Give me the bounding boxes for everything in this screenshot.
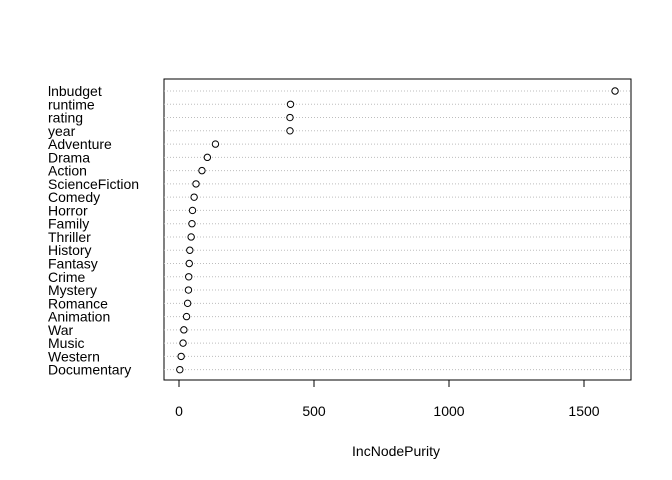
category-label: lnbudget xyxy=(48,83,102,99)
category-label: Comedy xyxy=(48,189,100,205)
x-tick-label: 1500 xyxy=(568,403,599,419)
category-label: rating xyxy=(48,110,83,126)
data-point xyxy=(211,140,220,148)
category-label: ScienceFiction xyxy=(48,176,139,192)
data-point xyxy=(184,286,193,294)
x-axis: 0 500 1000 1500 xyxy=(175,379,600,419)
category-label: Music xyxy=(48,335,85,351)
data-point xyxy=(186,246,194,254)
category-label: Action xyxy=(48,163,87,179)
data-point xyxy=(203,153,212,162)
data-point xyxy=(188,220,196,228)
x-tick-label: 0 xyxy=(175,403,183,419)
data-point xyxy=(286,100,295,108)
category-label: Fantasy xyxy=(48,256,98,272)
category-label: Horror xyxy=(48,202,88,218)
plot-frame xyxy=(163,78,632,381)
data-point xyxy=(183,299,192,308)
data-point xyxy=(182,312,191,321)
x-tick-label: 1000 xyxy=(433,403,464,419)
category-label: Drama xyxy=(48,149,90,165)
data-points xyxy=(176,87,619,374)
data-point xyxy=(180,326,188,334)
x-tick-label: 500 xyxy=(302,403,326,419)
category-label: Western xyxy=(48,348,100,364)
data-point xyxy=(198,166,206,175)
category-label: Documentary xyxy=(48,362,131,378)
data-point xyxy=(185,259,193,268)
data-point xyxy=(286,127,294,135)
data-point xyxy=(177,352,185,361)
category-labels: lnbudgetruntimeratingyearAdventureDramaA… xyxy=(48,83,139,378)
data-point xyxy=(611,87,619,95)
data-point xyxy=(185,273,193,281)
x-axis-title: IncNodePurity xyxy=(352,443,440,459)
category-label: History xyxy=(48,242,92,258)
category-label: Thriller xyxy=(48,229,91,245)
category-label: Adventure xyxy=(48,136,112,152)
grid-lines xyxy=(164,90,631,371)
category-label: Romance xyxy=(48,295,108,311)
data-point xyxy=(188,206,197,215)
data-point xyxy=(176,365,184,374)
category-label: year xyxy=(48,123,76,139)
data-point xyxy=(187,233,195,241)
category-label: Mystery xyxy=(48,282,97,298)
data-point xyxy=(286,113,294,122)
data-point xyxy=(179,339,187,347)
data-point xyxy=(192,180,200,188)
data-point xyxy=(190,193,198,201)
category-label: Family xyxy=(48,216,89,232)
category-label: War xyxy=(48,322,73,338)
category-label: runtime xyxy=(48,96,95,112)
category-label: Crime xyxy=(48,269,86,285)
category-label: Animation xyxy=(48,309,110,325)
